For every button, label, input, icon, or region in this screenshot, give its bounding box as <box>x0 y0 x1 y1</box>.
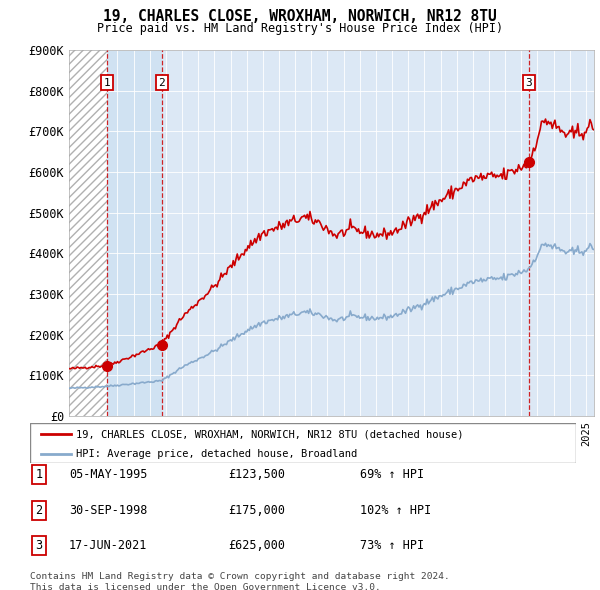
Text: 1: 1 <box>35 468 43 481</box>
Text: 1: 1 <box>104 78 110 88</box>
Text: 69% ↑ HPI: 69% ↑ HPI <box>360 468 424 481</box>
Text: 102% ↑ HPI: 102% ↑ HPI <box>360 504 431 517</box>
Text: 17-JUN-2021: 17-JUN-2021 <box>69 539 148 552</box>
Text: £625,000: £625,000 <box>228 539 285 552</box>
Text: HPI: Average price, detached house, Broadland: HPI: Average price, detached house, Broa… <box>76 450 358 460</box>
Text: £175,000: £175,000 <box>228 504 285 517</box>
Text: 30-SEP-1998: 30-SEP-1998 <box>69 504 148 517</box>
Text: Price paid vs. HM Land Registry's House Price Index (HPI): Price paid vs. HM Land Registry's House … <box>97 22 503 35</box>
Text: 19, CHARLES CLOSE, WROXHAM, NORWICH, NR12 8TU: 19, CHARLES CLOSE, WROXHAM, NORWICH, NR1… <box>103 9 497 24</box>
Text: Contains HM Land Registry data © Crown copyright and database right 2024.
This d: Contains HM Land Registry data © Crown c… <box>30 572 450 590</box>
Bar <box>69 50 107 416</box>
Text: 05-MAY-1995: 05-MAY-1995 <box>69 468 148 481</box>
Text: 3: 3 <box>526 78 532 88</box>
Text: 73% ↑ HPI: 73% ↑ HPI <box>360 539 424 552</box>
Text: 19, CHARLES CLOSE, WROXHAM, NORWICH, NR12 8TU (detached house): 19, CHARLES CLOSE, WROXHAM, NORWICH, NR1… <box>76 430 464 440</box>
FancyBboxPatch shape <box>30 423 576 463</box>
Text: 3: 3 <box>35 539 43 552</box>
Text: £123,500: £123,500 <box>228 468 285 481</box>
Bar <box>107 50 162 416</box>
Text: 2: 2 <box>158 78 165 88</box>
Text: 2: 2 <box>35 504 43 517</box>
